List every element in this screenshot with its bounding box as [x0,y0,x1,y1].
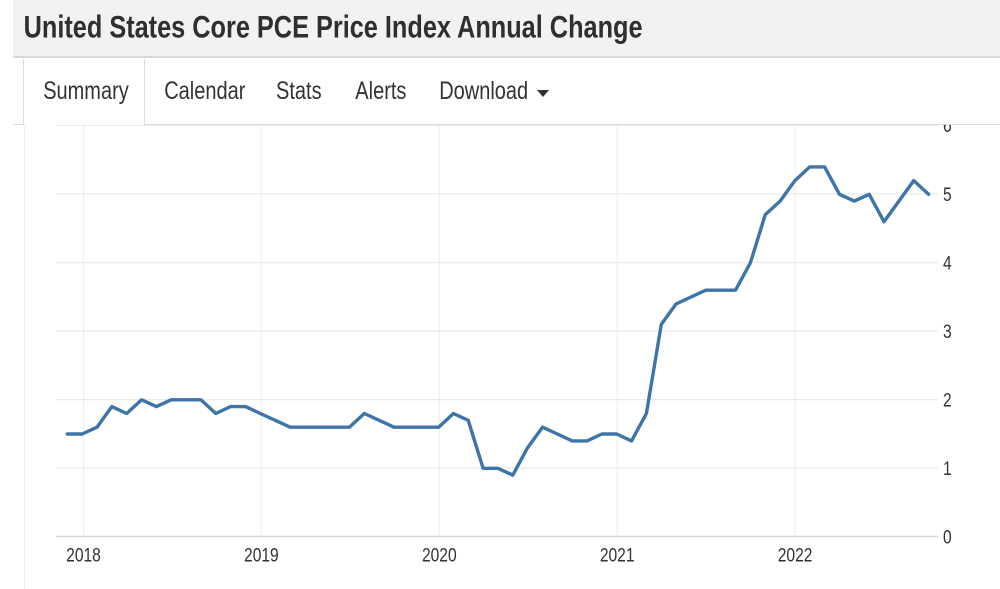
svg-text:2: 2 [943,389,952,411]
svg-text:0: 0 [943,526,952,548]
svg-text:6: 6 [943,125,952,137]
svg-text:3: 3 [943,320,952,342]
svg-text:2022: 2022 [778,544,813,566]
svg-text:2018: 2018 [66,544,101,566]
svg-text:1: 1 [943,457,952,479]
svg-text:5: 5 [943,183,952,205]
svg-text:2021: 2021 [600,544,635,566]
svg-text:4: 4 [943,252,952,274]
svg-text:2019: 2019 [244,544,279,566]
svg-text:2020: 2020 [422,544,457,566]
